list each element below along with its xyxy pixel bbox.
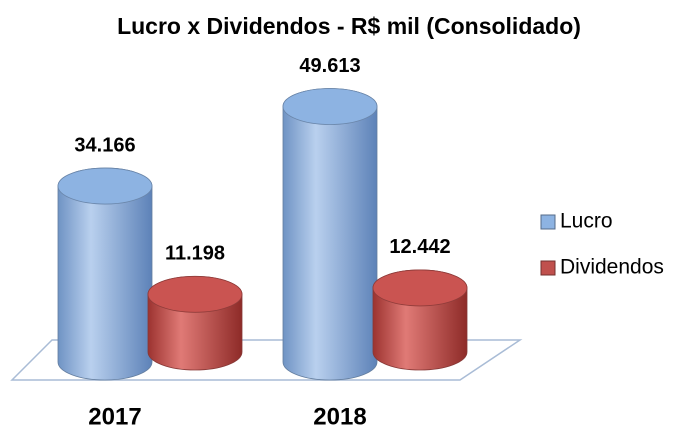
cylinder (282, 88, 378, 381)
legend-swatch (540, 260, 556, 276)
value-label: 34.166 (74, 134, 135, 156)
value-label: 12.442 (389, 236, 450, 258)
legend-label: Dividendos (560, 256, 664, 279)
cylinder (57, 167, 153, 381)
cylinder (372, 269, 468, 371)
cylinder (147, 275, 243, 371)
cylinder-top (282, 88, 378, 125)
legend-swatch (540, 214, 556, 230)
x-tick-label: 2018 (313, 403, 366, 430)
value-label: 11.198 (165, 243, 225, 265)
chart-title: Lucro x Dividendos - R$ mil (Consolidado… (117, 13, 581, 39)
cylinder-top (147, 275, 243, 313)
value-label: 49.613 (299, 55, 360, 77)
cylinder-top (57, 167, 153, 205)
legend-label: Lucro (560, 210, 613, 233)
x-tick-label: 2017 (88, 403, 141, 430)
cylinder-top (372, 269, 468, 307)
cylinder-body (282, 88, 378, 381)
